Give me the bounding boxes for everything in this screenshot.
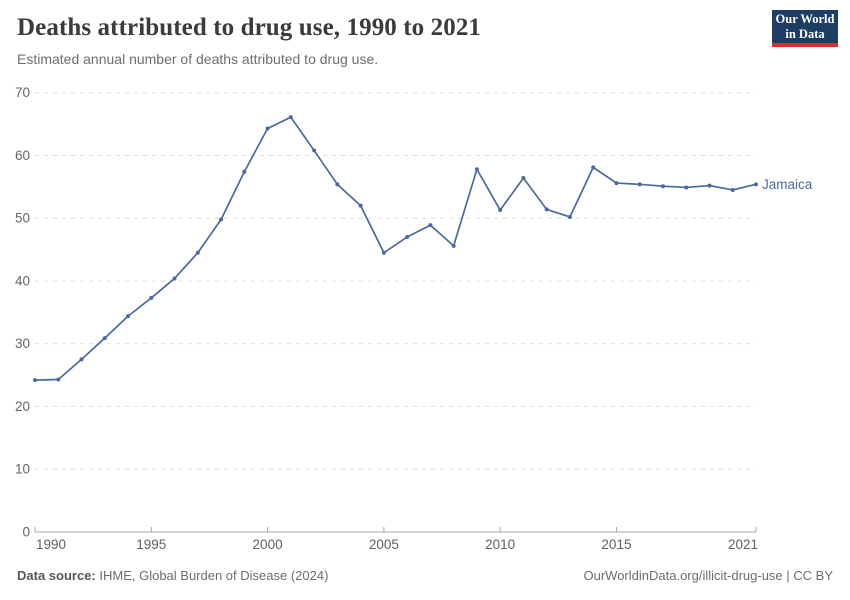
- data-point: [707, 183, 712, 188]
- data-point: [405, 235, 410, 240]
- license-note[interactable]: OurWorldinData.org/illicit-drug-use | CC…: [583, 568, 834, 583]
- data-point: [265, 126, 270, 131]
- owid-logo-line2: in Data: [785, 26, 825, 41]
- chart-title: Deaths attributed to drug use, 1990 to 2…: [17, 14, 482, 41]
- data-point: [79, 357, 84, 362]
- data-point: [637, 182, 642, 187]
- data-source-text: IHME, Global Burden of Disease (2024): [95, 568, 329, 583]
- data-point: [335, 182, 340, 187]
- x-tick-label: 2005: [369, 537, 399, 552]
- chart-subtitle: Estimated annual number of deaths attrib…: [17, 51, 379, 67]
- y-tick-label: 40: [15, 273, 30, 288]
- entity-label: Jamaica: [762, 177, 813, 192]
- data-point: [591, 165, 596, 170]
- owid-logo[interactable]: Our World in Data: [772, 10, 838, 47]
- y-tick-label: 20: [15, 399, 30, 414]
- data-source-note: Data source: IHME, Global Burden of Dise…: [17, 568, 328, 583]
- data-point: [521, 176, 526, 181]
- data-point: [219, 217, 224, 222]
- x-tick-label: 1995: [136, 537, 166, 552]
- y-tick-label: 50: [15, 211, 30, 226]
- data-point: [428, 223, 433, 228]
- y-tick-label: 60: [15, 148, 30, 163]
- data-point: [288, 115, 293, 120]
- data-point: [544, 207, 549, 212]
- data-point: [149, 295, 154, 300]
- y-tick-label: 10: [15, 462, 30, 477]
- data-point: [567, 214, 572, 219]
- x-tick-label: 2010: [485, 537, 515, 552]
- data-point: [33, 378, 37, 383]
- data-point: [614, 181, 619, 186]
- x-tick-label: 2000: [253, 537, 283, 552]
- data-point: [242, 169, 247, 174]
- line-chart: 0 10 20 30 40 50 60 70 1990 1995 2000 2005 2010 2015 2…: [15, 85, 813, 552]
- data-point: [56, 377, 61, 382]
- data-point: [126, 314, 131, 319]
- data-source-label: Data source:: [17, 568, 96, 583]
- data-point: [172, 276, 177, 281]
- x-tick-label: 2021: [728, 537, 758, 552]
- owid-logo-line1: Our World: [775, 11, 835, 26]
- data-point: [660, 184, 665, 189]
- data-point: [498, 208, 503, 213]
- chart-footer: Data source: IHME, Global Burden of Dise…: [17, 568, 833, 583]
- data-point: [684, 185, 689, 190]
- x-tick-label: 2015: [601, 537, 631, 552]
- series-line: [34, 116, 757, 381]
- data-point: [381, 250, 386, 255]
- data-point: [195, 250, 200, 255]
- data-point: [754, 182, 758, 187]
- y-tick-label: 30: [15, 336, 30, 351]
- y-tick-label: 0: [22, 525, 30, 540]
- data-point: [102, 336, 107, 341]
- x-tick-label: 1990: [36, 537, 66, 552]
- data-point: [730, 187, 735, 192]
- data-point: [312, 148, 317, 153]
- y-tick-label: 70: [15, 85, 30, 100]
- data-point: [451, 243, 456, 248]
- data-point: [474, 167, 479, 172]
- data-point: [358, 203, 363, 208]
